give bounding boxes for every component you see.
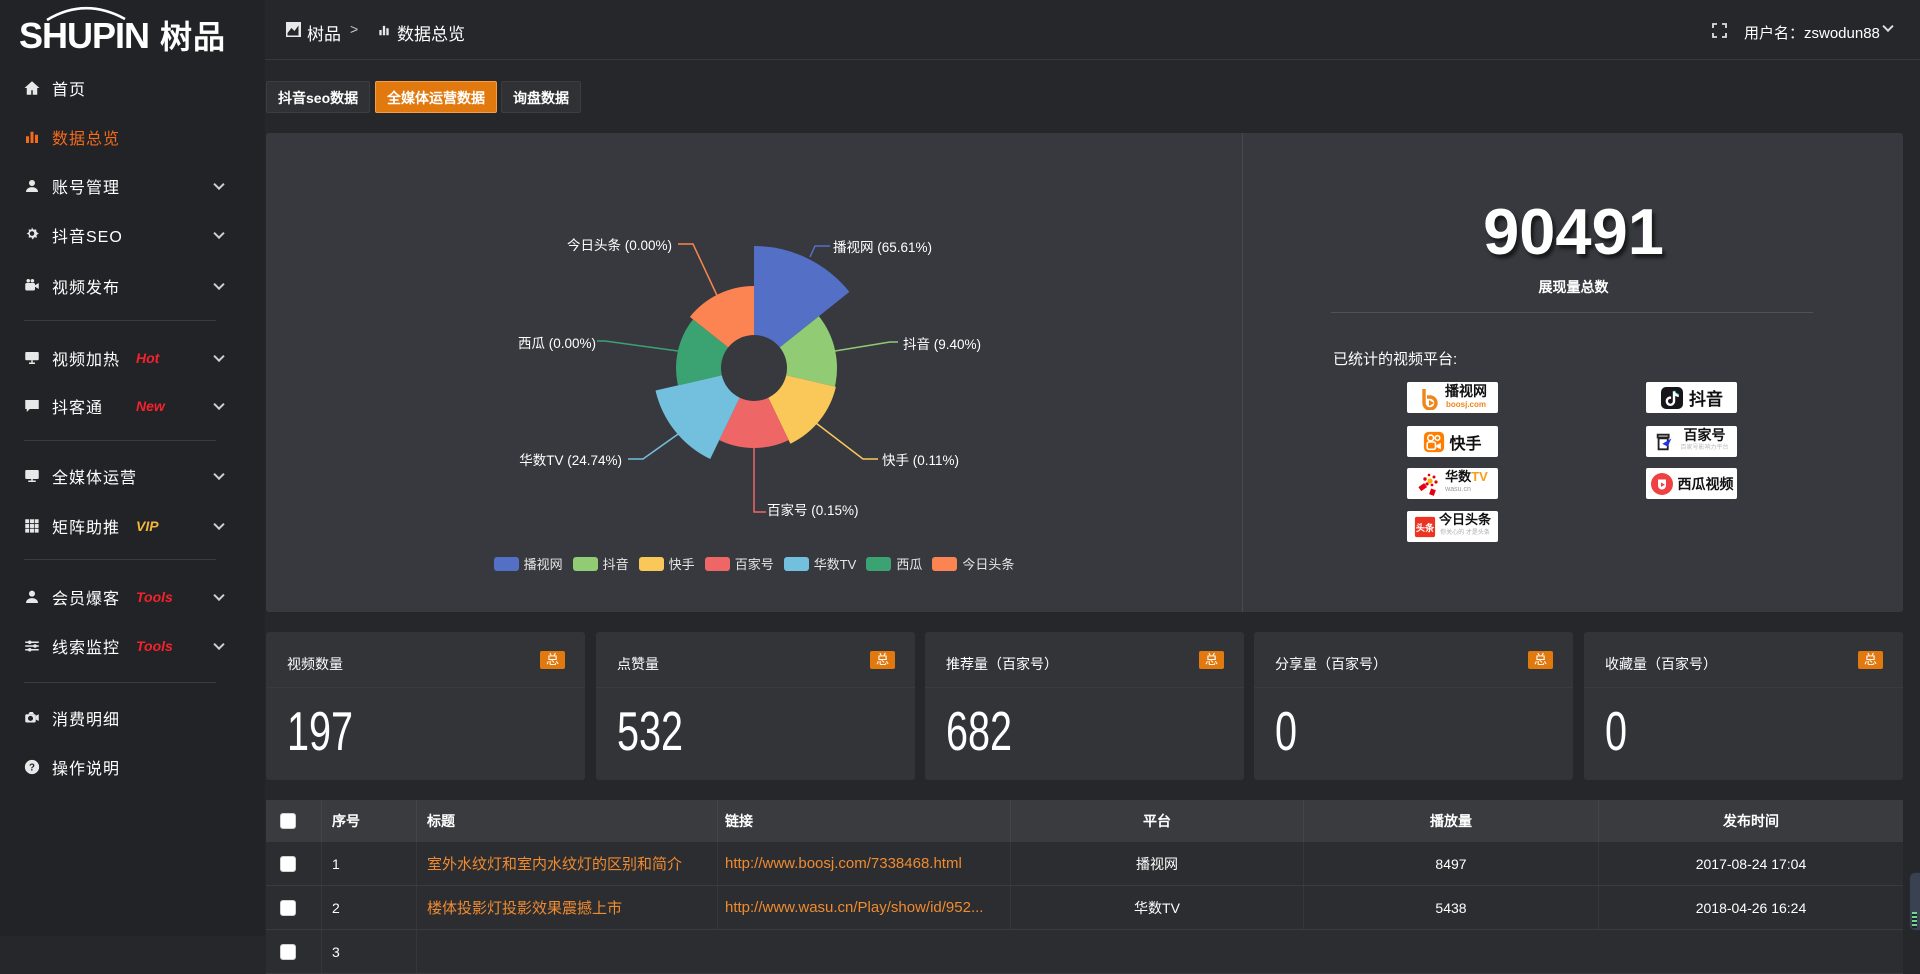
svg-text:头条: 头条	[1416, 522, 1435, 533]
svg-text:SHUPIN: SHUPIN	[19, 15, 149, 56]
svg-text:树品: 树品	[160, 19, 226, 55]
svg-text:?: ?	[29, 762, 35, 773]
